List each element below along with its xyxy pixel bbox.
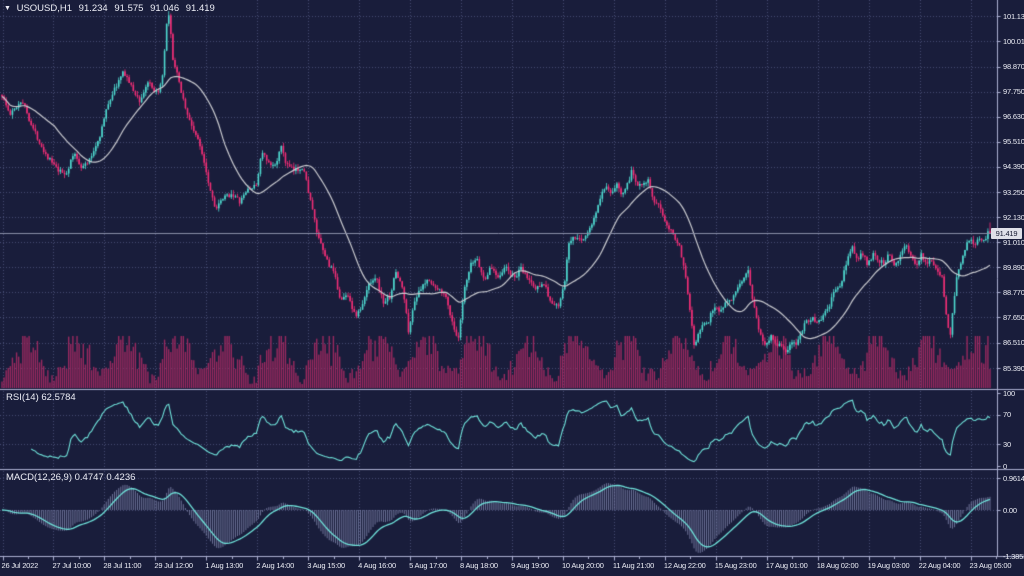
current-price-tag: 91.419 — [991, 228, 1022, 239]
time-axis-label: 29 Jul 12:00 — [154, 561, 193, 570]
rsi-axis-label: 0 — [1003, 461, 1007, 471]
rsi-axis-label: 30 — [1003, 439, 1011, 449]
macd-axis-label: -1.3853 — [1003, 551, 1024, 561]
time-axis-label: 4 Aug 16:00 — [358, 561, 396, 570]
price-axis-label: 101.130 — [1003, 11, 1024, 21]
price-axis-label: 96.630 — [1003, 112, 1024, 122]
ohlc-close-value: 91.419 — [185, 3, 215, 14]
time-axis-label: 10 Aug 20:00 — [561, 561, 604, 570]
time-axis-label: 12 Aug 22:00 — [663, 561, 706, 570]
price-axis-label: 95.510 — [1003, 137, 1024, 147]
symbol-timeframe-label: USOUSD,H1 — [16, 3, 73, 14]
time-axis-label: 3 Aug 15:00 — [307, 561, 346, 570]
time-axis-label: 23 Aug 05:00 — [969, 561, 1012, 570]
time-axis-label: 26 Jul 2022 — [1, 561, 39, 570]
price-axis-label: 97.750 — [1003, 87, 1024, 97]
time-axis-label: 19 Aug 03:00 — [867, 561, 910, 570]
time-axis-label: 18 Aug 02:00 — [816, 561, 859, 570]
price-axis-label: 87.650 — [1003, 312, 1024, 322]
price-axis-label: 98.870 — [1003, 62, 1024, 72]
ohlc-high-value: 91.575 — [114, 3, 144, 14]
macd-axis-label: 0.9614 — [1003, 473, 1024, 483]
price-axis-label: 91.010 — [1003, 237, 1024, 247]
price-axis-label: 94.390 — [1003, 162, 1024, 172]
ohlc-open-value: 91.234 — [78, 3, 108, 14]
time-axis-label: 17 Aug 01:00 — [765, 561, 808, 570]
time-axis-label: 5 Aug 17:00 — [409, 561, 447, 570]
time-axis-label: 27 Jul 10:00 — [52, 561, 91, 570]
time-axis-label: 15 Aug 23:00 — [714, 561, 757, 570]
ohlc-low-value: 91.046 — [150, 3, 180, 14]
collapse-arrow-icon[interactable]: ▼ — [4, 5, 11, 12]
time-axis-label: 1 Aug 13:00 — [205, 561, 244, 570]
price-axis-label: 93.250 — [1003, 187, 1024, 197]
time-axis-label: 9 Aug 19:00 — [511, 561, 549, 570]
rsi-axis-label: 70 — [1003, 410, 1011, 420]
time-axis-label: 2 Aug 14:00 — [256, 561, 295, 570]
macd-axis-label: 0.00 — [1003, 505, 1017, 515]
macd-indicator-label: MACD(12,26,9) 0.4747 0.4236 — [6, 472, 136, 483]
price-axis-label: 88.770 — [1003, 287, 1024, 297]
price-axis-label: 92.130 — [1003, 212, 1024, 222]
time-axis-label: 28 Jul 11:00 — [103, 561, 142, 570]
price-axis-label: 89.890 — [1003, 262, 1024, 272]
price-axis-label: 100.010 — [1003, 36, 1024, 46]
time-axis-label: 22 Aug 04:00 — [918, 561, 961, 570]
price-axis-label: 85.390 — [1003, 363, 1024, 373]
rsi-axis-label: 100 — [1003, 388, 1015, 398]
chart-title: ▼ USOUSD,H1 91.234 91.575 91.046 91.419 — [4, 3, 219, 14]
price-axis-label: 86.510 — [1003, 338, 1024, 348]
rsi-indicator-label: RSI(14) 62.5784 — [6, 392, 76, 403]
time-axis-label: 11 Aug 21:00 — [612, 561, 655, 570]
time-axis-label: 8 Aug 18:00 — [460, 561, 498, 570]
